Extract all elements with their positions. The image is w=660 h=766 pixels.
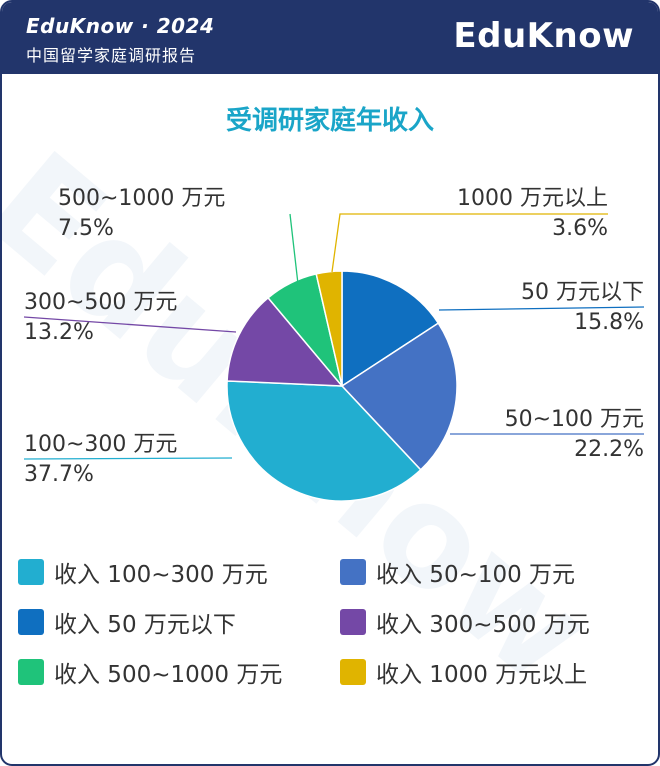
legend-item-under-50: 收入 50 万元以下 (18, 605, 236, 639)
slice-label-under-50: 50 万元以下 15.8% (521, 278, 644, 338)
legend-item-100-300: 收入 100~300 万元 (18, 555, 268, 589)
legend-swatch (340, 559, 366, 585)
legend-item-500-1000: 收入 500~1000 万元 (18, 655, 282, 689)
legend-label: 收入 500~1000 万元 (54, 662, 283, 688)
legend-label: 收入 50~100 万元 (376, 562, 576, 588)
leader-line-over-1000 (331, 213, 608, 273)
legend-label: 收入 50 万元以下 (54, 612, 236, 638)
slice-label-over-1000: 1000 万元以上 3.6% (457, 184, 608, 244)
leader-line-300-500 (23, 316, 237, 333)
leader-lines (23, 213, 645, 460)
brand-year-line: EduKnow · 2024 (26, 14, 215, 38)
legend-swatch (340, 659, 366, 685)
slice-over-1000 (315, 270, 343, 387)
slice-label-300-500: 300~500 万元 13.2% (24, 288, 177, 348)
slice-name: 500~1000 万元 (58, 186, 226, 211)
slice-value: 22.2% (574, 437, 644, 462)
legend-label: 收入 100~300 万元 (54, 562, 268, 588)
slice-under-50 (341, 270, 440, 388)
legend-swatch (340, 609, 366, 635)
legend-swatch (18, 609, 44, 635)
chart-title: 受调研家庭年收入 (225, 106, 434, 136)
slice-value: 13.2% (24, 320, 94, 345)
slice-name: 50 万元以下 (521, 280, 644, 305)
eduknow-logo: EduKnow (453, 16, 634, 56)
legend-label: 收入 1000 万元以上 (376, 662, 588, 688)
legend-item-50-100: 收入 50~100 万元 (340, 555, 575, 589)
slice-label-500-1000: 500~1000 万元 7.5% (58, 184, 225, 244)
slice-50-100 (340, 322, 458, 471)
leader-line-under-50 (438, 306, 645, 311)
report-title: 中国留学家庭调研报告 (26, 46, 197, 65)
slice-name: 50~100 万元 (504, 407, 644, 432)
header-bar: EduKnow · 2024 中国留学家庭调研报告 EduKnow (2, 2, 658, 74)
legend-label: 收入 300~500 万元 (376, 612, 590, 638)
leader-line-100-300 (23, 457, 233, 460)
leader-line-500-1000 (289, 213, 299, 285)
slice-value: 3.6% (552, 216, 608, 241)
slice-300-500 (226, 296, 344, 387)
slice-name: 100~300 万元 (24, 432, 178, 457)
slice-label-100-300: 100~300 万元 37.7% (24, 430, 177, 490)
legend-item-300-500: 收入 300~500 万元 (340, 605, 590, 639)
legend-item-over-1000: 收入 1000 万元以上 (340, 655, 587, 689)
legend-swatch (18, 559, 44, 585)
legend-swatch (18, 659, 44, 685)
pie-slices (226, 270, 458, 502)
slice-label-50-100: 50~100 万元 22.2% (505, 405, 644, 465)
slice-name: 300~500 万元 (24, 290, 178, 315)
slice-value: 37.7% (24, 462, 94, 487)
slice-value: 7.5% (58, 216, 114, 241)
slice-value: 15.8% (574, 310, 644, 335)
pie-chart (23, 213, 645, 502)
slice-100-300 (226, 380, 422, 502)
slice-name: 1000 万元以上 (457, 186, 608, 211)
